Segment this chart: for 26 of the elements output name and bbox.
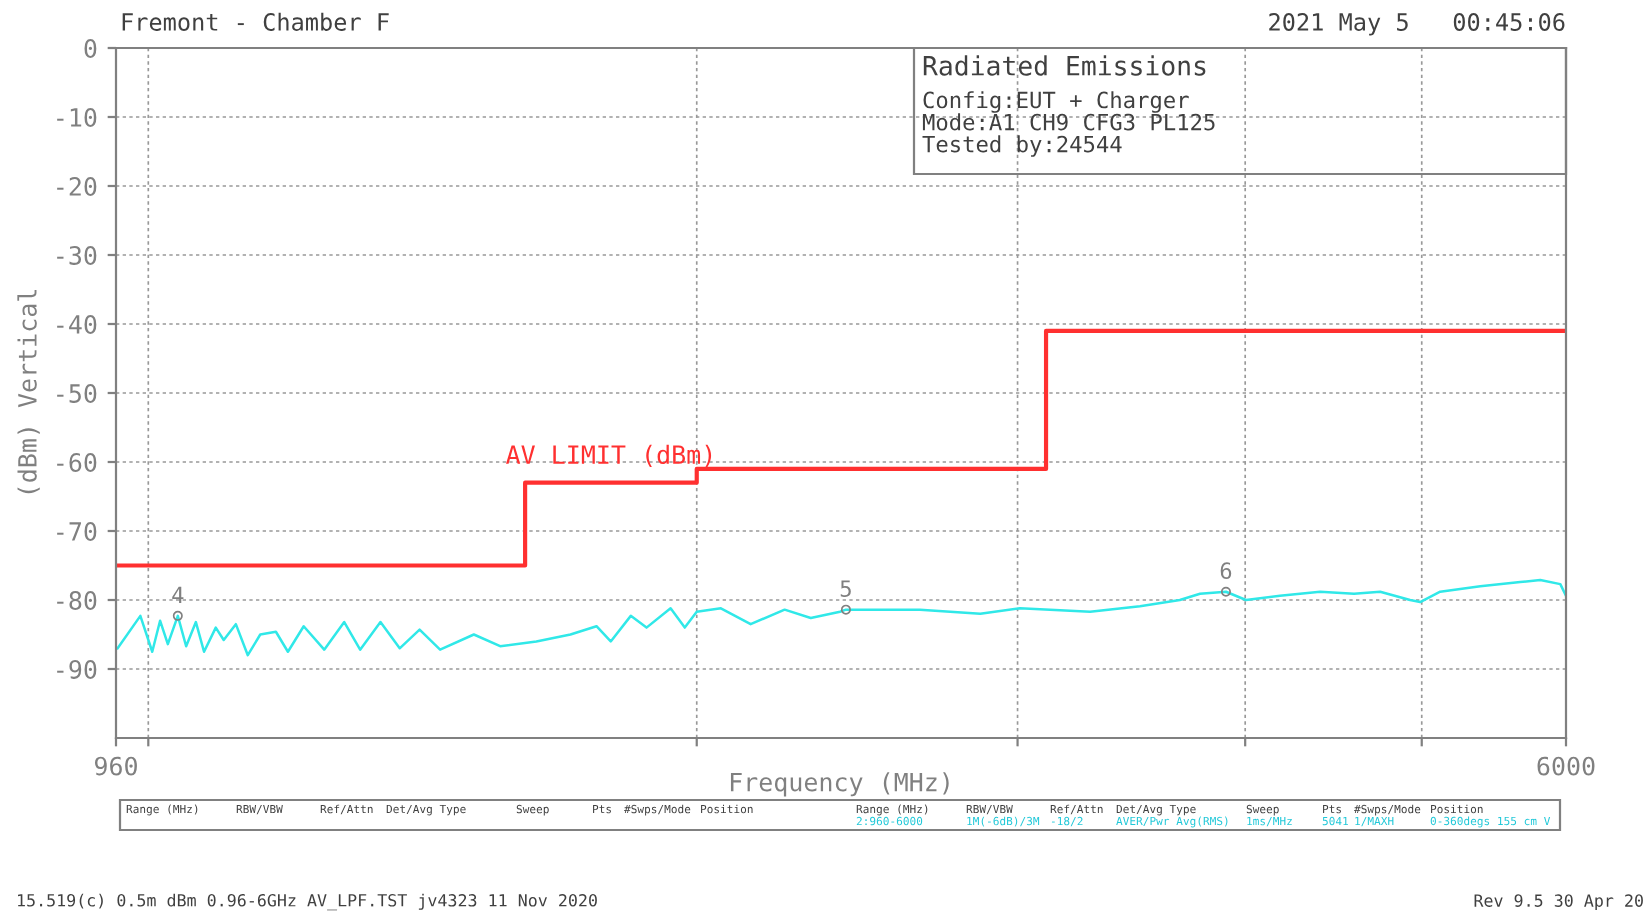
y-tick-label: -10 xyxy=(57,108,97,127)
y-tick-label: -50 xyxy=(57,384,97,403)
x-tick-label: 6000 xyxy=(1537,756,1595,776)
y-tick-label: -80 xyxy=(57,591,97,610)
y-tick-label: -60 xyxy=(57,453,97,472)
annotation: Tested by:24544 xyxy=(922,135,1122,157)
text: Rev 9.5 30 Apr 20 xyxy=(1474,894,1643,911)
y-tick-label: -40 xyxy=(57,315,97,334)
y-tick-label: 0 xyxy=(84,39,97,58)
x-axis-title: Frequency (MHz) xyxy=(730,772,949,797)
annotation: 6 xyxy=(1220,562,1232,580)
text: 15.519(c) 0.5m dBm 0.96-6GHz AV_LPF.TST jv4323 11 Nov 2020 xyxy=(18,893,597,911)
text: Fremont - Chamber F xyxy=(122,12,389,31)
y-tick-label: -30 xyxy=(57,246,97,265)
series-label: AV LIMIT (dBm) xyxy=(506,444,712,467)
text: 2021 May 5 00:45:06 xyxy=(1269,13,1565,36)
x-tick-label: 960 xyxy=(94,756,137,776)
annotation: Config:EUT + Charger xyxy=(923,91,1189,113)
y-tick-label: -70 xyxy=(57,522,97,541)
annotation: Mode:A1 CH9 CFG3 PL125 xyxy=(922,113,1215,131)
chart-title: Radiated Emissions xyxy=(923,55,1206,76)
y-tick-label: -90 xyxy=(57,660,97,679)
y-axis-title: (dBm) Vertical xyxy=(17,290,40,494)
annotation: 5 xyxy=(840,580,851,598)
annotation: 4 xyxy=(172,586,184,603)
y-tick-label: -20 xyxy=(57,177,97,196)
